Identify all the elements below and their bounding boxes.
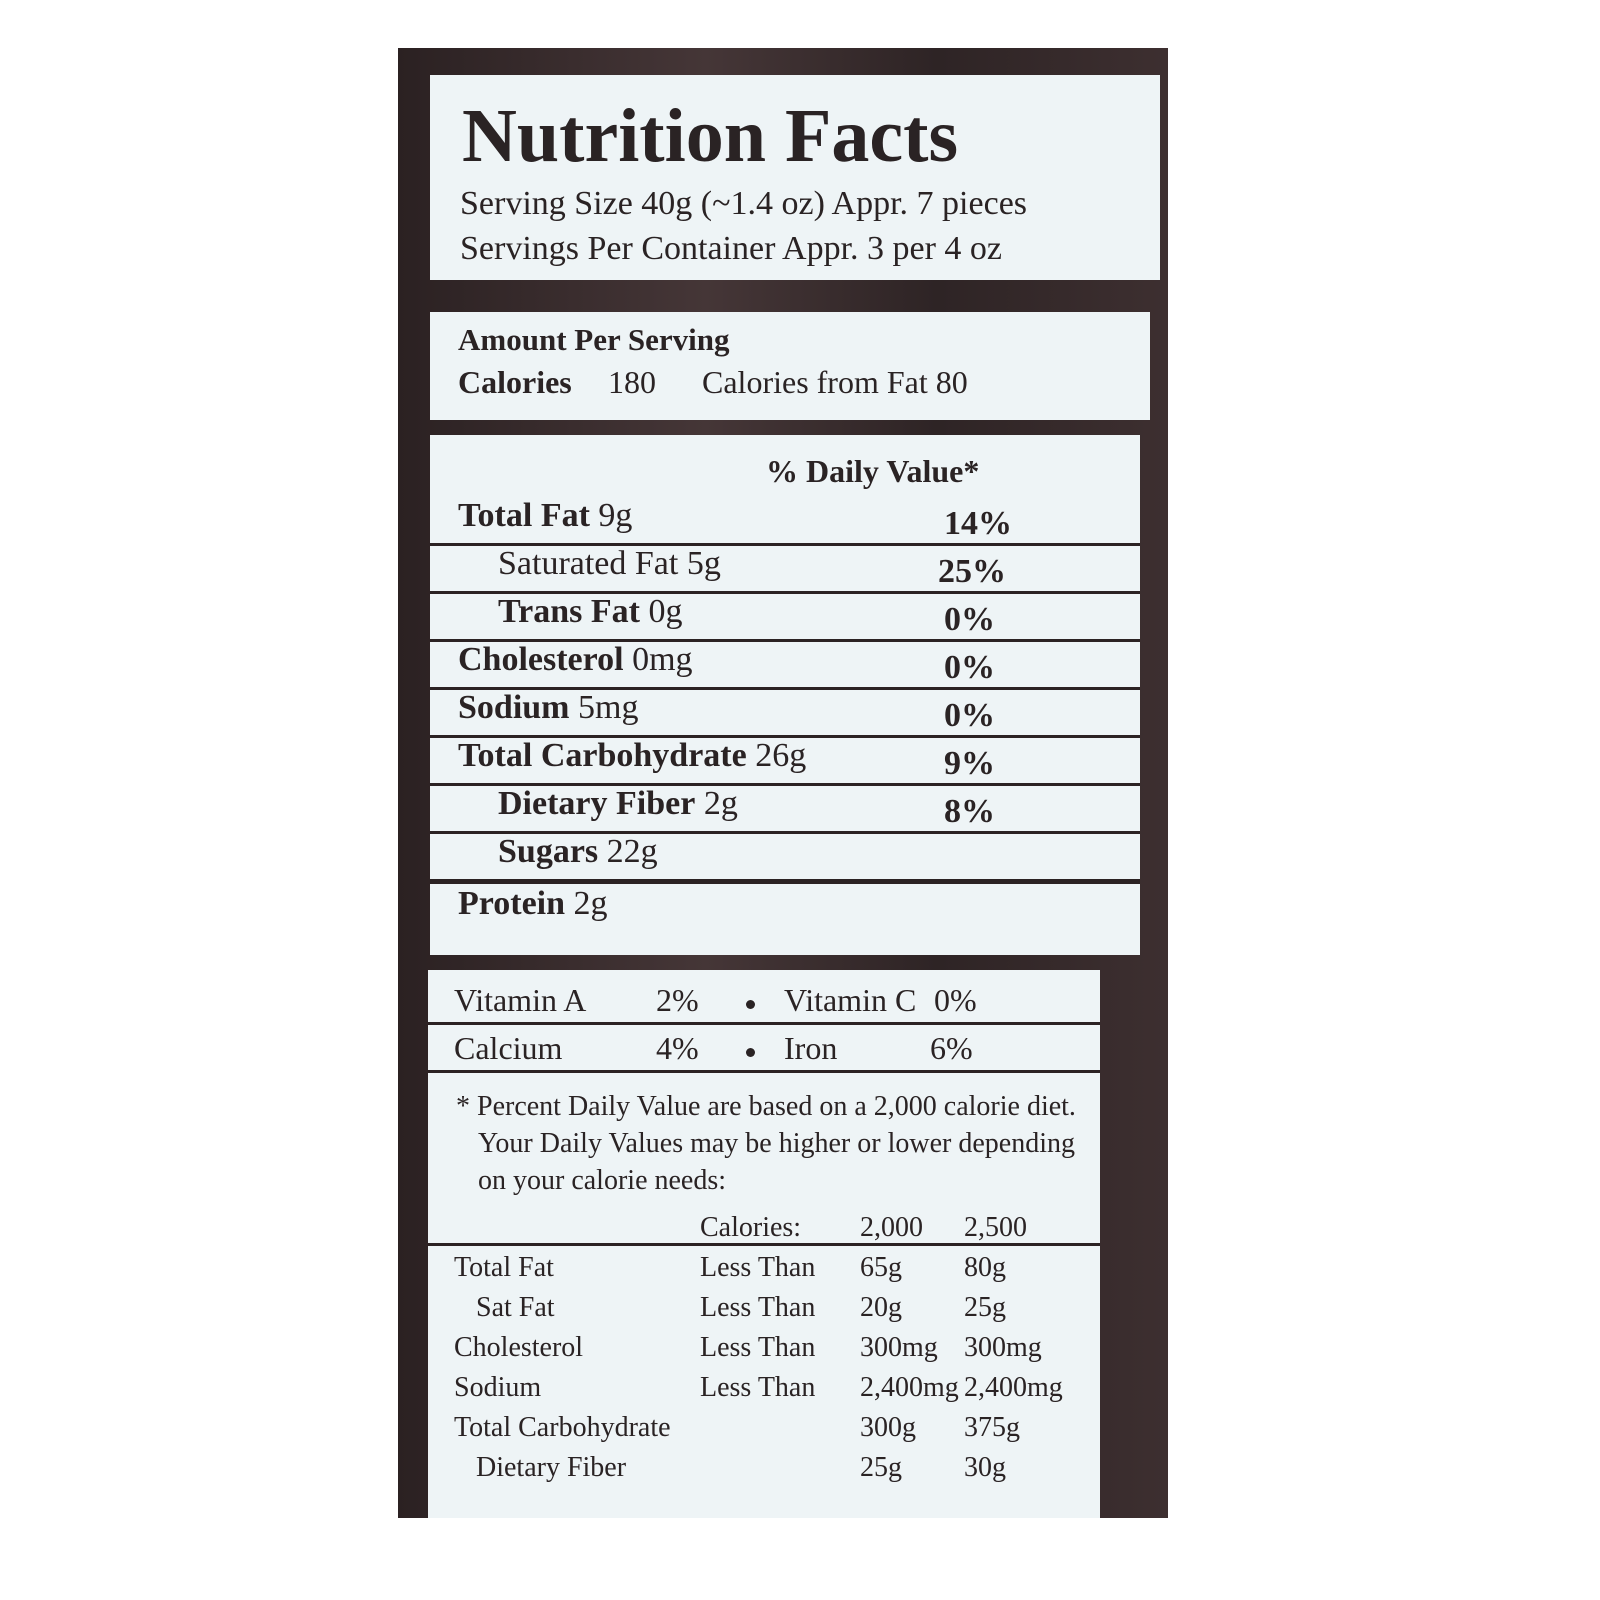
- reference-name: Total Fat: [454, 1252, 554, 1283]
- nutrient-name: Trans Fat: [498, 593, 640, 630]
- divider: [430, 831, 1140, 834]
- nutrient-name: Sugars: [498, 833, 599, 870]
- divider: [430, 639, 1140, 642]
- divider: [428, 1070, 1100, 1073]
- vitamin-dv: 4%: [656, 1030, 699, 1066]
- nutrient-row: Protein 2g: [458, 885, 608, 923]
- nutrient-name: Total Carbohydrate: [458, 737, 747, 774]
- vitamins-panel: Vitamin A 2% Vitamin C 0% Calcium 4% Iro…: [428, 970, 1100, 1518]
- vitamin-dv: 2%: [656, 982, 699, 1018]
- reference-2000: 300mg: [860, 1332, 938, 1363]
- nutrient-row: Total Carbohydrate 26g: [458, 737, 806, 775]
- nutrient-name: Cholesterol: [458, 641, 624, 678]
- reference-name: Dietary Fiber: [476, 1452, 627, 1483]
- reference-2500: 80g: [964, 1252, 1006, 1283]
- serving-size: Serving Size 40g (~1.4 oz) Appr. 7 piece…: [460, 185, 1028, 222]
- nutrient-amount: 22g: [606, 833, 658, 870]
- nutrient-name: Saturated Fat: [498, 545, 679, 582]
- nutrient-dv: 14%: [944, 505, 1012, 542]
- divider: [428, 1243, 1100, 1246]
- reference-header: Calories:: [700, 1212, 802, 1243]
- reference-2000: 2,400mg: [860, 1372, 959, 1403]
- reference-2000: 65g: [860, 1252, 902, 1283]
- separator: [746, 1048, 755, 1057]
- reference-name: Cholesterol: [454, 1332, 584, 1363]
- nutrient-dv: 9%: [944, 745, 995, 782]
- divider: [430, 591, 1140, 594]
- calories-label: Calories: [458, 364, 572, 400]
- divider: [430, 687, 1140, 690]
- nutrient-row: Saturated Fat 5g: [498, 545, 721, 583]
- reference-limit: Less Than: [700, 1332, 816, 1363]
- divider: [430, 879, 1140, 884]
- nutrient-amount: 0g: [648, 593, 683, 630]
- nutrient-dv: 8%: [944, 793, 995, 830]
- nutrient-row: Dietary Fiber 2g: [498, 785, 738, 823]
- nutrient-amount: 26g: [755, 737, 807, 774]
- reference-limit: Less Than: [700, 1292, 816, 1323]
- servings-per-container: Servings Per Container Appr. 3 per 4 oz: [460, 230, 1003, 267]
- nutrient-amount: 0mg: [632, 641, 693, 678]
- nutrient-amount: 2g: [573, 885, 608, 922]
- nutrients-panel: % Daily Value* Total Fat 9g 14% Saturated …: [430, 435, 1140, 955]
- reference-2500: 375g: [964, 1412, 1020, 1443]
- reference-limit: Less Than: [700, 1252, 816, 1283]
- divider: [430, 735, 1140, 738]
- divider: [430, 783, 1140, 786]
- nutrient-amount: 9g: [598, 497, 633, 534]
- nutrient-row: Total Fat 9g: [458, 497, 632, 535]
- nutrient-dv: 0%: [944, 601, 995, 638]
- vitamin-name: Vitamin C: [784, 982, 917, 1018]
- reference-2000: 300g: [860, 1412, 916, 1443]
- reference-2000: 20g: [860, 1292, 902, 1323]
- nutrient-name: Dietary Fiber: [498, 785, 696, 822]
- reference-2500: 30g: [964, 1452, 1006, 1483]
- nutrient-amount: 2g: [703, 785, 738, 822]
- vitamin-dv: 6%: [930, 1030, 973, 1066]
- reference-2000: 25g: [860, 1452, 902, 1483]
- nutrient-row: Sugars 22g: [498, 833, 658, 871]
- nutrient-row: Trans Fat 0g: [498, 593, 682, 631]
- reference-name: Sodium: [454, 1372, 542, 1403]
- daily-value-header: % Daily Value*: [766, 453, 980, 489]
- reference-header: 2,000: [860, 1212, 923, 1243]
- divider: [430, 543, 1140, 546]
- nutrient-dv: 0%: [944, 649, 995, 686]
- vitamin-name: Iron: [784, 1030, 838, 1066]
- reference-name: Total Carbohydrate: [454, 1412, 671, 1443]
- reference-name: Sat Fat: [476, 1292, 555, 1323]
- amount-per-serving: Amount Per Serving: [458, 322, 730, 357]
- nutrient-name: Protein: [458, 885, 566, 922]
- nutrient-amount: 5g: [686, 545, 721, 582]
- nutrient-dv: 0%: [944, 697, 995, 734]
- title: Nutrition Facts: [462, 94, 959, 178]
- calories-panel: Amount Per Serving Calories 180 Calories…: [430, 312, 1150, 420]
- nutrient-row: Cholesterol 0mg: [458, 641, 693, 679]
- reference-2500: 25g: [964, 1292, 1006, 1323]
- reference-2500: 300mg: [964, 1332, 1042, 1363]
- reference-header: 2,500: [964, 1212, 1027, 1243]
- reference-2500: 2,400mg: [964, 1372, 1063, 1403]
- divider: [428, 1022, 1100, 1025]
- footnote: * Percent Daily Value are based on a 2,0…: [456, 1091, 1076, 1196]
- separator: [746, 1000, 755, 1009]
- reference-limit: Less Than: [700, 1372, 816, 1403]
- calories-value: 180: [608, 364, 656, 400]
- nutrient-dv: 25%: [938, 553, 1006, 590]
- vitamin-name: Calcium: [454, 1030, 563, 1066]
- header-panel: Nutrition Facts Serving Size 40g (~1.4 o…: [430, 75, 1160, 280]
- nutrient-name: Total Fat: [458, 497, 590, 534]
- nutrient-row: Sodium 5mg: [458, 689, 638, 727]
- nutrient-amount: 5mg: [578, 689, 639, 726]
- nutrient-name: Sodium: [458, 689, 570, 726]
- vitamin-name: Vitamin A: [454, 982, 587, 1018]
- calories-from-fat: Calories from Fat 80: [702, 364, 968, 400]
- vitamin-dv: 0%: [934, 982, 977, 1018]
